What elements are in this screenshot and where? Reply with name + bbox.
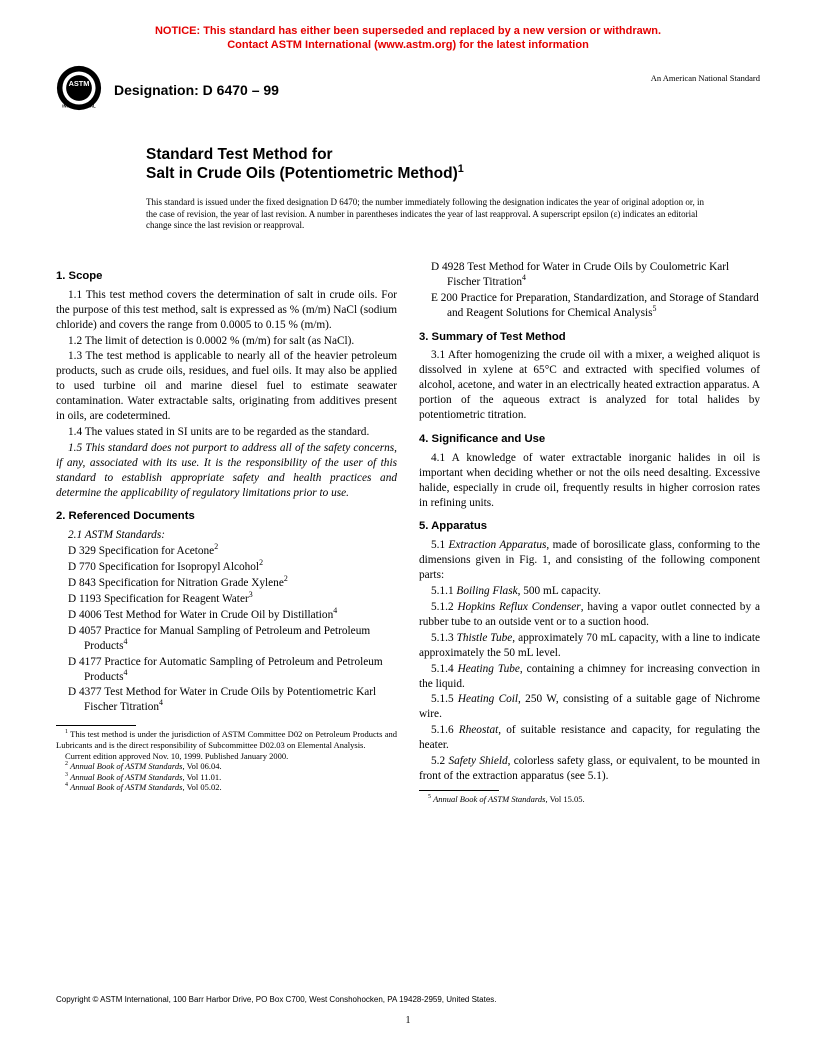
title-line2: Salt in Crude Oils (Potentiometric Metho… xyxy=(146,165,458,182)
svg-text:ASTM: ASTM xyxy=(69,79,90,88)
title-block: Standard Test Method for Salt in Crude O… xyxy=(146,145,760,184)
scope-p3: 1.3 The test method is applicable to nea… xyxy=(56,349,397,424)
app-p16: 5.1.6 Rheostat, of suitable resistance a… xyxy=(419,723,760,753)
scope-head: 1. Scope xyxy=(56,269,397,284)
summary-head: 3. Summary of Test Method xyxy=(419,330,760,345)
left-column: 1. Scope 1.1 This test method covers the… xyxy=(56,260,397,805)
header-left: ASTM INTERNATIONAL Designation: D 6470 –… xyxy=(56,65,279,111)
notice-line1: NOTICE: This standard has either been su… xyxy=(155,25,661,37)
header-row: ASTM INTERNATIONAL Designation: D 6470 –… xyxy=(56,65,760,111)
notice-line2: Contact ASTM International (www.astm.org… xyxy=(227,39,589,51)
ref-item: D 770 Specification for Isopropyl Alcoho… xyxy=(56,560,397,575)
fn2: 2 Annual Book of ASTM Standards, Vol 06.… xyxy=(56,761,397,772)
ref-item: D 4928 Test Method for Water in Crude Oi… xyxy=(419,260,760,290)
fn4: 4 Annual Book of ASTM Standards, Vol 05.… xyxy=(56,782,397,793)
signif-head: 4. Significance and Use xyxy=(419,432,760,447)
copyright: Copyright © ASTM International, 100 Barr… xyxy=(56,995,497,1004)
fn1: 1 This test method is under the jurisdic… xyxy=(56,729,397,750)
ansi-label: An American National Standard xyxy=(651,73,760,83)
app-p13: 5.1.3 Thistle Tube, approximately 70 mL … xyxy=(419,631,760,661)
app-p11: 5.1.1 Boiling Flask, 500 mL capacity. xyxy=(419,584,760,599)
app-p15: 5.1.5 Heating Coil, 250 W, consisting of… xyxy=(419,692,760,722)
svg-text:INTERNATIONAL: INTERNATIONAL xyxy=(62,103,96,108)
summary-p1: 3.1 After homogenizing the crude oil wit… xyxy=(419,348,760,423)
astm-logo: ASTM INTERNATIONAL xyxy=(56,65,102,111)
page-number: 1 xyxy=(0,1015,816,1026)
ref-item: D 4057 Practice for Manual Sampling of P… xyxy=(56,624,397,654)
scope-p4: 1.4 The values stated in SI units are to… xyxy=(56,425,397,440)
signif-p1: 4.1 A knowledge of water extractable ino… xyxy=(419,451,760,511)
page: NOTICE: This standard has either been su… xyxy=(0,0,816,845)
refdocs-head: 2. Referenced Documents xyxy=(56,509,397,524)
ref-item: D 843 Specification for Nitration Grade … xyxy=(56,576,397,591)
app-p14: 5.1.4 Heating Tube, containing a chimney… xyxy=(419,662,760,692)
ref-item: D 4377 Test Method for Water in Crude Oi… xyxy=(56,685,397,715)
footnotes-right: 5 Annual Book of ASTM Standards, Vol 15.… xyxy=(419,794,760,805)
ref-item: D 329 Specification for Acetone2 xyxy=(56,544,397,559)
fn3: 3 Annual Book of ASTM Standards, Vol 11.… xyxy=(56,772,397,783)
ref-item: E 200 Practice for Preparation, Standard… xyxy=(419,291,760,321)
ref-item: D 4177 Practice for Automatic Sampling o… xyxy=(56,655,397,685)
scope-p2: 1.2 The limit of detection is 0.0002 % (… xyxy=(56,334,397,349)
app-p12: 5.1.2 Hopkins Reflux Condenser, having a… xyxy=(419,600,760,630)
app-p1: 5.1 Extraction Apparatus, made of borosi… xyxy=(419,538,760,583)
ref-item: D 4006 Test Method for Water in Crude Oi… xyxy=(56,608,397,623)
right-column: D 4928 Test Method for Water in Crude Oi… xyxy=(419,260,760,805)
designation: Designation: D 6470 – 99 xyxy=(114,82,279,98)
refdocs-sub: 2.1 ASTM Standards: xyxy=(56,528,397,543)
app-p2: 5.2 Safety Shield, colorless safety glas… xyxy=(419,754,760,784)
fn1b: Current edition approved Nov. 10, 1999. … xyxy=(56,751,397,762)
scope-p1: 1.1 This test method covers the determin… xyxy=(56,288,397,333)
title: Standard Test Method for Salt in Crude O… xyxy=(146,145,760,184)
notice-banner: NOTICE: This standard has either been su… xyxy=(56,24,760,53)
title-line1: Standard Test Method for xyxy=(146,146,333,163)
scope-p5: 1.5 This standard does not purport to ad… xyxy=(56,441,397,501)
footnotes-left: 1 This test method is under the jurisdic… xyxy=(56,729,397,793)
apparatus-head: 5. Apparatus xyxy=(419,519,760,534)
ref-item: D 1193 Specification for Reagent Water3 xyxy=(56,592,397,607)
title-sup: 1 xyxy=(458,163,464,175)
columns: 1. Scope 1.1 This test method covers the… xyxy=(56,260,760,805)
issuance-note: This standard is issued under the fixed … xyxy=(146,197,710,232)
